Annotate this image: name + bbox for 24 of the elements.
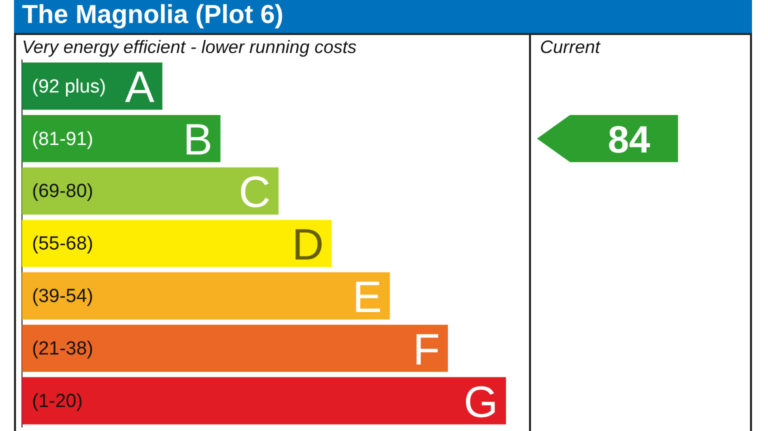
- y-tick-label: F: [413, 325, 440, 374]
- chart-title: The Magnolia (Plot 6): [22, 0, 284, 30]
- annotation: (81-91): [32, 128, 94, 150]
- y-tick-label: C: [238, 168, 271, 218]
- annotation: (55-68): [32, 234, 94, 255]
- y-tick-label: B: [183, 116, 212, 165]
- text: 84: [608, 120, 650, 162]
- bar: [22, 167, 279, 215]
- text: Very energy efficient - lower running costs: [22, 36, 356, 57]
- annotation: (39-54): [32, 286, 94, 308]
- annotation: (1-20): [32, 391, 83, 412]
- bar: [22, 220, 332, 268]
- annotation: (69-80): [32, 181, 94, 202]
- bar: [22, 272, 390, 320]
- bar: [22, 324, 448, 372]
- text: Current: [540, 36, 602, 57]
- y-tick-label: A: [125, 63, 155, 112]
- annotation: (21-38): [32, 338, 94, 360]
- y-tick-label: D: [292, 220, 324, 270]
- y-tick-label: E: [352, 272, 382, 322]
- bar: [22, 377, 506, 424]
- bar: [22, 114, 220, 162]
- annotation: (92 plus): [32, 76, 106, 98]
- y-tick-label: G: [464, 378, 498, 427]
